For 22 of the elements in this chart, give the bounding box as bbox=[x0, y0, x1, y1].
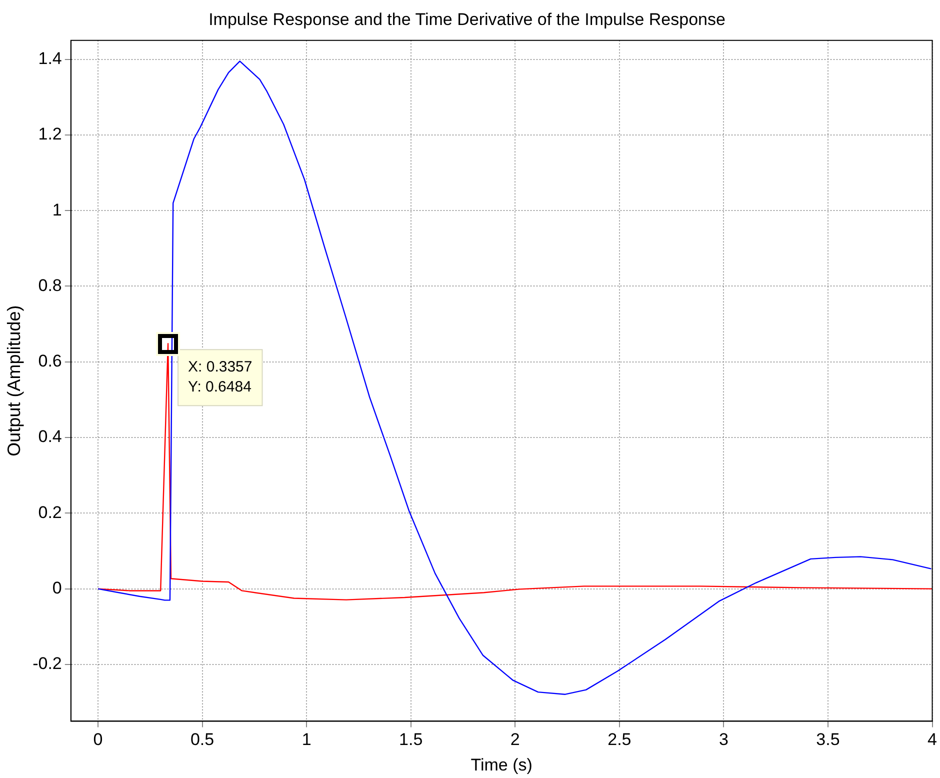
y-tick-label: -0.2 bbox=[32, 654, 62, 674]
y-tick-label: 0.4 bbox=[38, 427, 62, 446]
y-tick-label: 1.2 bbox=[38, 124, 62, 144]
y-tick-label: 1 bbox=[52, 200, 62, 220]
y-tick-label: 0 bbox=[52, 578, 62, 598]
x-tick-label: 0.5 bbox=[190, 730, 214, 750]
chart-title: Impulse Response and the Time Derivative of the Impulse Response bbox=[208, 10, 726, 29]
x-tick-label: 3.5 bbox=[816, 730, 840, 750]
x-tick-label: 0 bbox=[93, 730, 103, 750]
y-tick-label: 0.2 bbox=[38, 502, 62, 522]
x-tick-label: 1.5 bbox=[399, 730, 423, 750]
x-tick-label: 4 bbox=[928, 730, 938, 750]
y-axis-title: Output (Amplitude) bbox=[4, 305, 24, 456]
y-tick-label: 1.4 bbox=[38, 49, 62, 68]
x-tick-label: 2 bbox=[510, 730, 520, 750]
x-axis-title: Time (s) bbox=[470, 755, 532, 774]
y-tick-label: 0.8 bbox=[38, 276, 62, 295]
annotation: X: 0.3357 Y: 0.6484 bbox=[188, 358, 252, 396]
y-tick-label: 0.6 bbox=[38, 352, 62, 371]
x-tick-label: 1 bbox=[302, 730, 312, 750]
x-tick-label: 3 bbox=[718, 730, 728, 750]
x-tick-label: 2.5 bbox=[608, 730, 632, 750]
